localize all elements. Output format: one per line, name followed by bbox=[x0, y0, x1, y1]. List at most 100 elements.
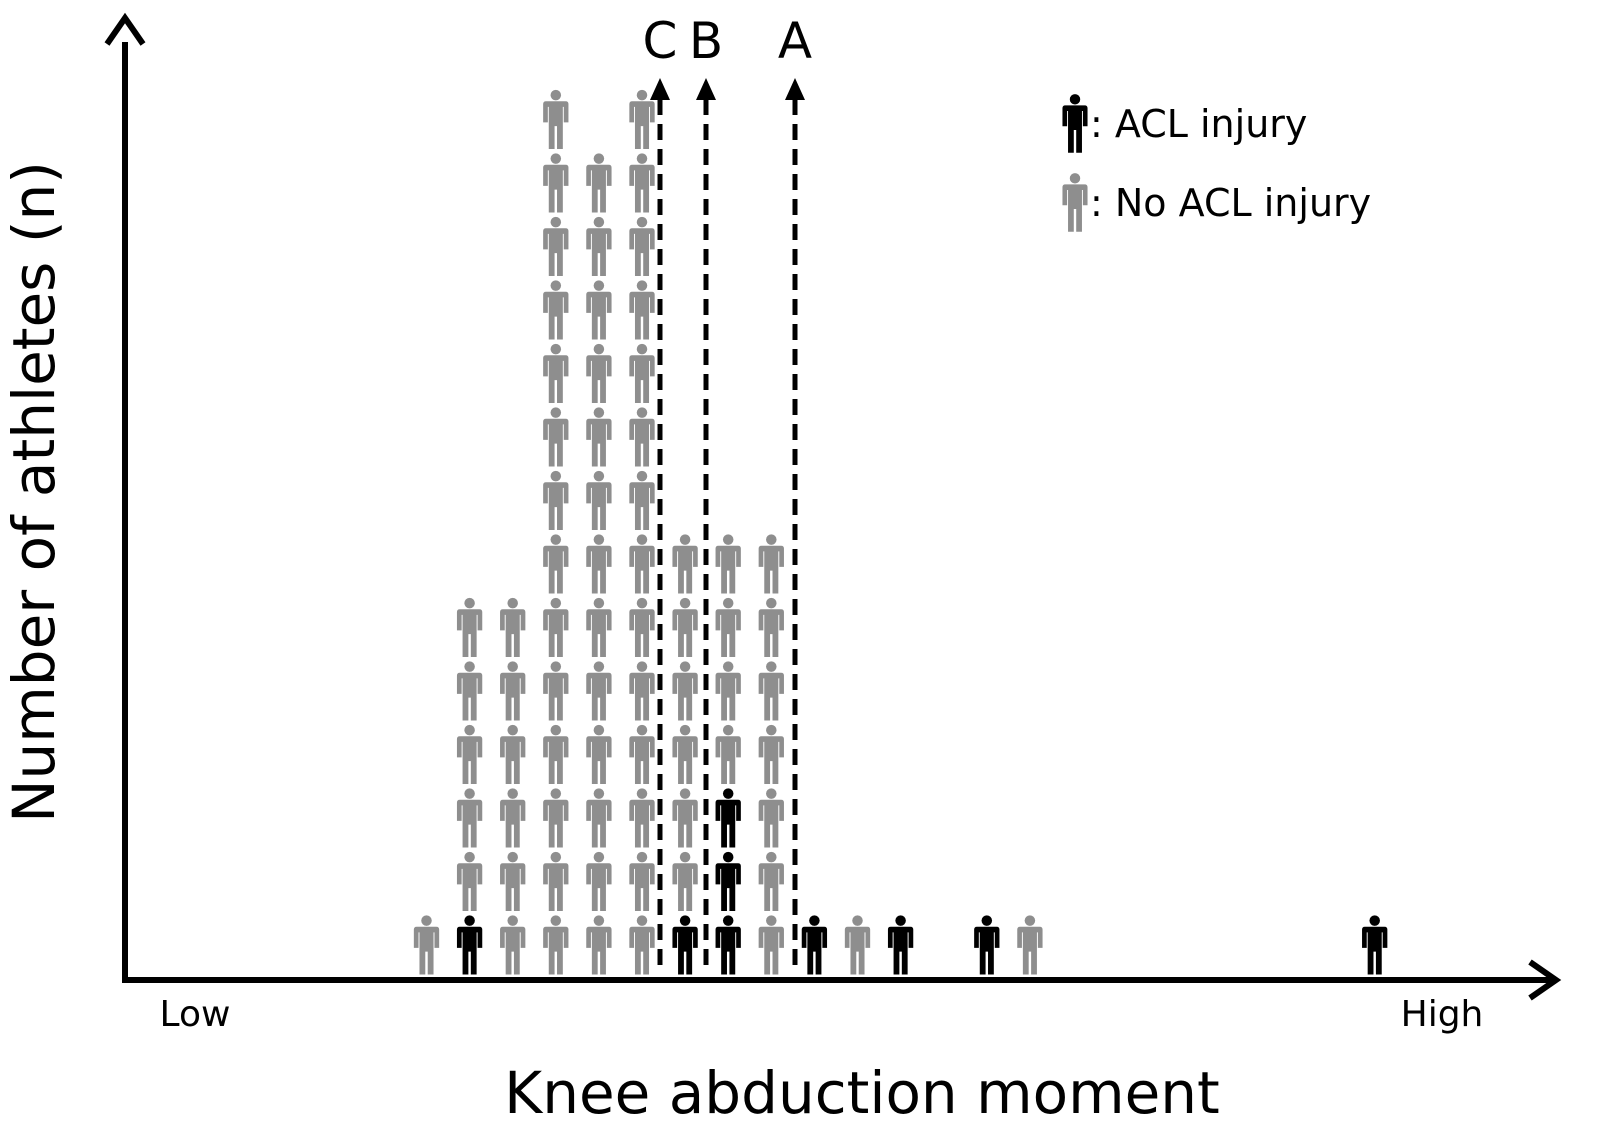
legend-injury-label: : ACL injury bbox=[1090, 102, 1307, 146]
athlete-no-injury-icon bbox=[715, 534, 741, 594]
athlete-no-injury-icon bbox=[629, 470, 655, 531]
athlete-no-injury-icon bbox=[500, 915, 526, 975]
athlete-partial-icon bbox=[801, 881, 828, 912]
athlete-no-injury-icon bbox=[543, 470, 569, 531]
athlete-no-injury-icon bbox=[456, 597, 483, 658]
athlete-no-injury-icon bbox=[586, 724, 612, 785]
athlete-no-injury-icon bbox=[1017, 915, 1043, 975]
athlete-acl-injury-icon bbox=[456, 915, 483, 975]
athlete-acl-injury-icon bbox=[887, 915, 914, 975]
legend-no-injury-label: : No ACL injury bbox=[1090, 181, 1371, 225]
x-axis-arrowhead bbox=[1528, 959, 1562, 1001]
athlete-partial-icon bbox=[413, 893, 440, 912]
athlete-partial-icon bbox=[931, 933, 957, 975]
athlete-no-injury-icon bbox=[758, 597, 784, 658]
athlete-no-injury-icon bbox=[543, 724, 569, 785]
athlete-no-injury-icon bbox=[543, 216, 569, 277]
athlete-no-injury-icon bbox=[758, 724, 784, 785]
athlete-no-injury-icon bbox=[500, 597, 526, 658]
athlete-no-injury-icon bbox=[456, 851, 483, 912]
athlete-no-injury-icon bbox=[758, 851, 784, 912]
axes bbox=[104, 12, 1562, 1001]
athlete-no-injury-icon bbox=[586, 153, 612, 213]
athlete-no-injury-icon bbox=[629, 788, 655, 848]
athlete-partial-icon bbox=[284, 966, 310, 975]
athlete-no-injury-icon bbox=[672, 534, 698, 594]
athlete-no-injury-icon bbox=[672, 724, 698, 785]
athlete-no-injury-icon bbox=[629, 343, 655, 404]
legend-no-injury-icon bbox=[1062, 173, 1088, 232]
athlete-no-injury-icon bbox=[672, 597, 698, 658]
athlete-no-injury-icon bbox=[543, 153, 569, 213]
athlete-no-injury-icon bbox=[500, 788, 526, 848]
athlete-no-injury-icon bbox=[629, 407, 655, 467]
athlete-no-injury-icon bbox=[500, 851, 526, 912]
threshold-arrowhead-b bbox=[696, 78, 716, 100]
threshold-arrowhead-a bbox=[785, 78, 805, 100]
athlete-no-injury-icon bbox=[456, 661, 483, 721]
athlete-no-injury-icon bbox=[715, 724, 741, 785]
x-tick-label-low: Low bbox=[160, 994, 231, 1035]
athlete-partial-icon bbox=[456, 576, 483, 594]
legend-injury-icon bbox=[1062, 94, 1088, 153]
threshold-label-c: C bbox=[643, 12, 678, 70]
athlete-partial-icon bbox=[241, 924, 267, 975]
athlete-partial-icon bbox=[758, 506, 784, 531]
athlete-acl-injury-icon bbox=[801, 915, 828, 975]
athlete-partial-icon bbox=[1103, 966, 1129, 975]
athlete-no-injury-icon bbox=[500, 661, 526, 721]
athlete-no-injury-icon bbox=[586, 407, 612, 467]
athlete-no-injury-icon bbox=[586, 915, 612, 975]
athlete-acl-injury-icon bbox=[1362, 915, 1388, 975]
athlete-partial-icon bbox=[370, 924, 397, 975]
athlete-no-injury-icon bbox=[543, 915, 569, 975]
athlete-no-injury-icon bbox=[715, 597, 741, 658]
athlete-no-injury-icon bbox=[672, 851, 698, 912]
athlete-acl-injury-icon bbox=[715, 915, 741, 975]
athlete-no-injury-icon bbox=[456, 788, 483, 848]
athlete-no-injury-icon bbox=[543, 407, 569, 467]
athlete-no-injury-icon bbox=[758, 661, 784, 721]
athlete-no-injury-icon bbox=[629, 534, 655, 594]
athlete-no-injury-icon bbox=[672, 661, 698, 721]
threshold-arrowhead-c bbox=[650, 78, 670, 100]
athlete-partial-icon bbox=[1275, 966, 1302, 975]
athlete-no-injury-icon bbox=[715, 661, 741, 721]
athlete-acl-injury-icon bbox=[672, 915, 698, 975]
athlete-no-injury-icon bbox=[586, 216, 612, 277]
athlete-acl-injury-icon bbox=[715, 851, 741, 912]
athlete-no-injury-icon bbox=[844, 915, 871, 975]
athlete-no-injury-icon bbox=[543, 597, 569, 658]
athlete-no-injury-icon bbox=[629, 597, 655, 658]
athlete-no-injury-icon bbox=[758, 915, 784, 975]
athlete-no-injury-icon bbox=[629, 661, 655, 721]
athlete-partial-icon bbox=[327, 966, 353, 975]
athlete-no-injury-icon bbox=[586, 343, 612, 404]
athlete-no-injury-icon bbox=[586, 851, 612, 912]
athlete-no-injury-icon bbox=[629, 216, 655, 277]
athlete-no-injury-icon bbox=[629, 915, 655, 975]
athlete-no-injury-icon bbox=[456, 724, 483, 785]
athlete-partial-icon bbox=[500, 555, 526, 594]
athlete-no-injury-icon bbox=[629, 724, 655, 785]
athlete-no-injury-icon bbox=[629, 851, 655, 912]
athlete-no-injury-icon bbox=[413, 915, 440, 975]
threshold-label-b: B bbox=[689, 12, 723, 70]
athlete-no-injury-icon bbox=[629, 153, 655, 213]
y-axis-arrowhead bbox=[104, 12, 146, 46]
x-tick-label-high: High bbox=[1401, 994, 1484, 1035]
athlete-no-injury-icon bbox=[758, 534, 784, 594]
athlete-no-injury-icon bbox=[586, 597, 612, 658]
athlete-no-injury-icon bbox=[543, 788, 569, 848]
athlete-no-injury-icon bbox=[758, 788, 784, 848]
athlete-partial-icon bbox=[198, 933, 224, 975]
athlete-acl-injury-icon bbox=[715, 788, 741, 848]
athlete-no-injury-icon bbox=[500, 724, 526, 785]
athlete-no-injury-icon bbox=[543, 661, 569, 721]
x-axis-title: Knee abduction moment bbox=[504, 1059, 1220, 1127]
athlete-no-injury-icon bbox=[543, 851, 569, 912]
athlete-no-injury-icon bbox=[543, 534, 569, 594]
athlete-acl-injury-icon bbox=[974, 915, 1000, 975]
